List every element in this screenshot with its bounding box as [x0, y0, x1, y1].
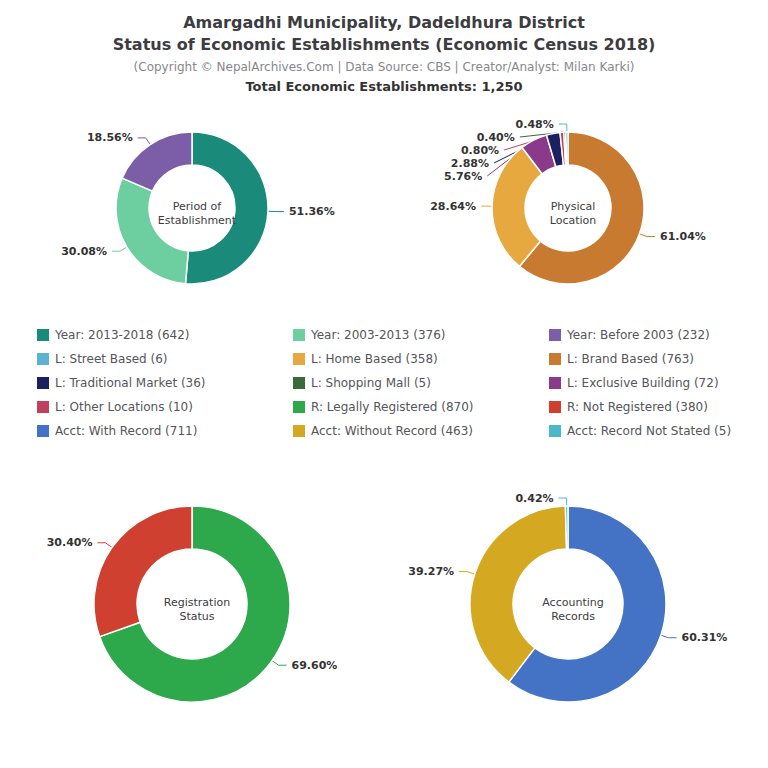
svg-text:Amargadhi Municipality, Dadeld: Amargadhi Municipality, Dadeldhura Distr…	[183, 13, 585, 32]
svg-text:0.80%: 0.80%	[461, 144, 499, 157]
svg-text:L: Home Based (358): L: Home Based (358)	[311, 352, 438, 366]
svg-text:Acct: Record Not Stated (5): Acct: Record Not Stated (5)	[567, 424, 731, 438]
svg-text:69.60%: 69.60%	[292, 659, 338, 672]
svg-text:Acct: With Record (711): Acct: With Record (711)	[55, 424, 197, 438]
svg-text:Year: 2013-2018 (642): Year: 2013-2018 (642)	[54, 328, 190, 342]
svg-text:Records: Records	[551, 610, 595, 623]
svg-text:L: Exclusive Building (72): L: Exclusive Building (72)	[567, 376, 719, 390]
svg-text:(Copyright © NepalArchives.Com: (Copyright © NepalArchives.Com | Data So…	[134, 60, 635, 74]
svg-text:61.04%: 61.04%	[660, 230, 706, 243]
svg-text:18.56%: 18.56%	[87, 131, 133, 144]
svg-text:Total Economic Establishments:: Total Economic Establishments: 1,250	[245, 79, 522, 94]
svg-text:Status of Economic Establishme: Status of Economic Establishments (Econo…	[113, 35, 656, 54]
svg-text:60.31%: 60.31%	[681, 631, 727, 644]
svg-text:2.88%: 2.88%	[451, 157, 489, 170]
svg-text:Registration: Registration	[164, 596, 230, 609]
svg-text:28.64%: 28.64%	[430, 200, 476, 213]
svg-text:51.36%: 51.36%	[289, 205, 335, 218]
svg-text:L: Street Based (6): L: Street Based (6)	[55, 352, 167, 366]
svg-text:Status: Status	[179, 610, 214, 623]
svg-text:39.27%: 39.27%	[408, 565, 454, 578]
svg-text:L: Brand Based (763): L: Brand Based (763)	[567, 352, 694, 366]
svg-text:30.40%: 30.40%	[47, 536, 93, 549]
svg-text:R: Legally Registered (870): R: Legally Registered (870)	[311, 400, 473, 414]
svg-text:Year: 2003-2013 (376): Year: 2003-2013 (376)	[310, 328, 446, 342]
svg-text:5.76%: 5.76%	[444, 170, 482, 183]
svg-text:30.08%: 30.08%	[61, 245, 107, 258]
svg-text:Year: Before 2003 (232): Year: Before 2003 (232)	[566, 328, 710, 342]
svg-text:Establishment: Establishment	[158, 214, 237, 227]
svg-text:Accounting: Accounting	[542, 596, 603, 609]
svg-text:Physical: Physical	[551, 200, 596, 213]
svg-text:L: Shopping Mall (5): L: Shopping Mall (5)	[311, 376, 431, 390]
svg-text:R: Not Registered (380): R: Not Registered (380)	[567, 400, 708, 414]
svg-text:L: Traditional Market (36): L: Traditional Market (36)	[55, 376, 206, 390]
svg-text:Location: Location	[550, 214, 597, 227]
svg-text:L: Other Locations (10): L: Other Locations (10)	[55, 400, 193, 414]
svg-text:0.40%: 0.40%	[477, 131, 515, 144]
svg-text:0.48%: 0.48%	[516, 118, 554, 131]
svg-text:Period of: Period of	[173, 200, 223, 213]
svg-text:Acct: Without Record (463): Acct: Without Record (463)	[311, 424, 473, 438]
svg-text:0.42%: 0.42%	[515, 492, 553, 505]
